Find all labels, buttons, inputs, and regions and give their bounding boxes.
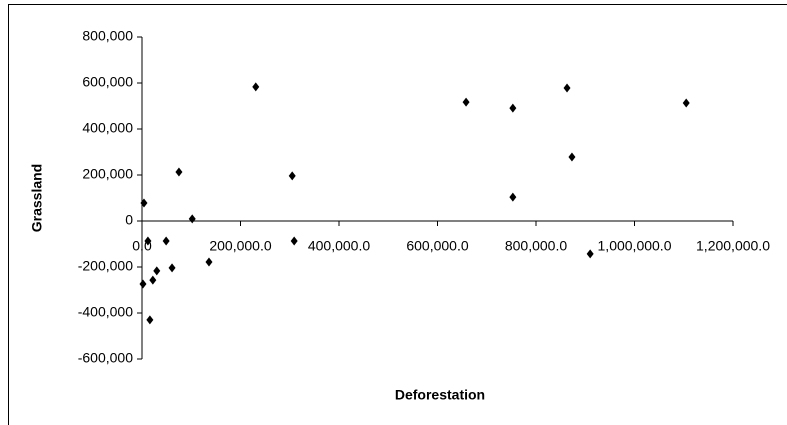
- y-tick-label: 200,000: [82, 166, 133, 182]
- data-point: [586, 249, 594, 259]
- x-tick-label: 1,000,000.0: [598, 238, 672, 254]
- x-tick-label: 1,200,000.0: [696, 238, 770, 254]
- data-point: [509, 192, 517, 202]
- y-tick-label: -200,000: [78, 258, 133, 274]
- data-point: [149, 275, 157, 285]
- data-point: [175, 167, 183, 177]
- y-tick-label: -400,000: [78, 304, 133, 320]
- data-point: [139, 279, 147, 289]
- data-point: [162, 236, 170, 246]
- data-point: [509, 103, 517, 113]
- data-point: [188, 214, 196, 224]
- y-tick-label: 400,000: [82, 120, 133, 136]
- data-point: [252, 82, 260, 92]
- data-point: [146, 315, 154, 325]
- data-point: [563, 83, 571, 93]
- data-point: [288, 171, 296, 181]
- y-tick-label: 0: [125, 212, 133, 228]
- data-point: [140, 198, 148, 208]
- y-tick-label: 800,000: [82, 28, 133, 44]
- data-point: [568, 152, 576, 162]
- y-tick-label: 600,000: [82, 74, 133, 90]
- y-axis-title: Grassland: [29, 164, 45, 232]
- data-point: [682, 98, 690, 108]
- x-tick-label: 600,000.0: [406, 238, 468, 254]
- x-axis-title: Deforestation: [395, 387, 485, 403]
- x-tick-label: 400,000.0: [308, 238, 370, 254]
- data-point: [290, 236, 298, 246]
- data-point: [462, 97, 470, 107]
- chart-border: [8, 4, 787, 425]
- data-point: [153, 266, 161, 276]
- data-point: [205, 257, 213, 267]
- data-point: [144, 236, 152, 246]
- x-tick-label: 200,000.0: [209, 238, 271, 254]
- x-tick-label: 800,000.0: [505, 238, 567, 254]
- y-tick-label: -600,000: [78, 350, 133, 366]
- data-point: [168, 263, 176, 273]
